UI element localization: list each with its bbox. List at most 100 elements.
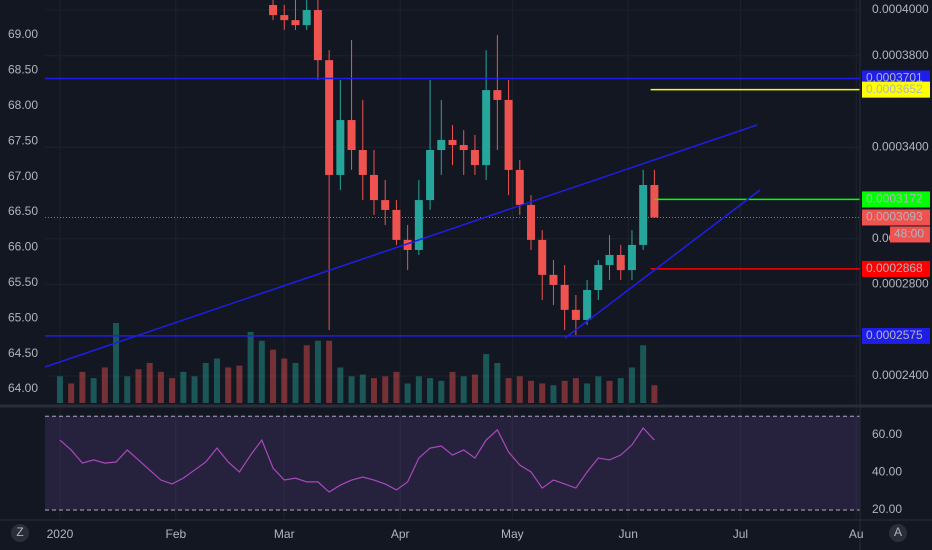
volume-bar bbox=[90, 378, 97, 403]
candle-body bbox=[515, 169, 524, 205]
y2-tick-label: 67.50 bbox=[8, 133, 38, 147]
volume-bar bbox=[359, 374, 366, 403]
volume-bar bbox=[606, 380, 613, 403]
volume-bar bbox=[56, 376, 63, 403]
candle-body bbox=[291, 20, 300, 26]
y2-tick-label: 68.00 bbox=[8, 98, 38, 112]
candle-body bbox=[269, 5, 278, 16]
volume-bar bbox=[628, 367, 635, 403]
candle-body bbox=[538, 239, 547, 275]
zoom-icon[interactable]: Z bbox=[16, 525, 23, 539]
candle-body bbox=[493, 90, 502, 100]
y2-tick-label: 64.00 bbox=[8, 381, 38, 395]
x-tick-label: Feb bbox=[166, 527, 187, 541]
volume-bar bbox=[460, 376, 467, 403]
volume-bar bbox=[370, 378, 377, 403]
candle-body bbox=[392, 209, 401, 240]
volume-bar bbox=[225, 367, 232, 403]
candle-body bbox=[504, 99, 513, 170]
candle-body bbox=[381, 200, 390, 210]
volume-bar bbox=[270, 349, 277, 403]
volume-bar bbox=[483, 354, 490, 403]
x-tick-label: Jun bbox=[619, 527, 638, 541]
volume-bar bbox=[584, 383, 591, 403]
volume-bar bbox=[382, 376, 389, 403]
volume-bar bbox=[539, 383, 546, 403]
candle-body bbox=[280, 15, 289, 21]
volume-bar bbox=[146, 363, 153, 403]
volume-bar bbox=[135, 369, 142, 403]
price-tag-label: 0.0002868 bbox=[866, 261, 923, 275]
x-tick-label: Apr bbox=[391, 527, 410, 541]
x-tick-label: May bbox=[501, 527, 524, 541]
candle-body bbox=[594, 265, 603, 290]
rsi-tick-label: 40.00 bbox=[872, 465, 902, 479]
y2-tick-label: 65.50 bbox=[8, 275, 38, 289]
y-tick-label: 0.0002800 bbox=[872, 277, 929, 291]
volume-bar bbox=[595, 376, 602, 403]
countdown-tag bbox=[890, 226, 930, 243]
volume-bar bbox=[494, 363, 501, 403]
price-tag bbox=[862, 191, 930, 208]
volume-bar bbox=[617, 378, 624, 403]
volume-bar bbox=[438, 380, 445, 403]
volume-bar bbox=[404, 383, 411, 403]
volume-bar bbox=[640, 345, 647, 403]
x-tick-label: Au bbox=[849, 527, 864, 541]
candle-body bbox=[482, 90, 491, 166]
candle-body bbox=[369, 174, 378, 201]
volume-bar bbox=[516, 376, 523, 403]
x-tick-label: Jul bbox=[733, 527, 748, 541]
y2-tick-label: 67.00 bbox=[8, 169, 38, 183]
volume-bar bbox=[471, 374, 478, 403]
auto-scale-icon[interactable]: A bbox=[894, 525, 902, 539]
volume-bar bbox=[505, 378, 512, 403]
candle-body bbox=[571, 309, 580, 320]
price-tag-label: 0.0003093 bbox=[866, 210, 923, 224]
trend-line bbox=[564, 189, 761, 339]
zoom-button[interactable] bbox=[11, 524, 29, 542]
volume-bar bbox=[303, 345, 310, 403]
y2-tick-label: 65.00 bbox=[8, 310, 38, 324]
volume-bar bbox=[169, 378, 176, 403]
candle-body bbox=[313, 10, 322, 61]
rsi-line bbox=[59, 427, 655, 493]
candle-body bbox=[605, 254, 614, 266]
volume-bar bbox=[550, 385, 557, 403]
volume-bar bbox=[191, 376, 198, 403]
y2-tick-label: 69.00 bbox=[8, 27, 38, 41]
volume-bar bbox=[651, 385, 658, 403]
volume-bar bbox=[213, 358, 220, 403]
price-tag bbox=[862, 260, 930, 277]
candle-body bbox=[448, 139, 457, 145]
volume-bar bbox=[326, 340, 333, 403]
price-tag-label: 0.0003172 bbox=[866, 192, 923, 206]
trend-line bbox=[44, 124, 758, 368]
candle-body bbox=[627, 244, 636, 271]
price-tag bbox=[862, 81, 930, 98]
candle-body bbox=[426, 150, 435, 201]
price-tag bbox=[862, 327, 930, 344]
rsi-band bbox=[45, 416, 860, 511]
candle-body bbox=[560, 284, 569, 310]
price-tag-label: 0.0003701 bbox=[866, 71, 923, 85]
candle-body bbox=[549, 274, 558, 285]
price-tag-label: 0.0002575 bbox=[866, 328, 923, 342]
rsi-tick-label: 20.00 bbox=[872, 502, 902, 516]
volume-bar bbox=[427, 378, 434, 403]
x-tick-label: 2020 bbox=[47, 527, 74, 541]
volume-bar bbox=[337, 367, 344, 403]
candle-body bbox=[403, 239, 412, 250]
auto-scale-button[interactable] bbox=[889, 524, 907, 542]
y-tick-label: 0.0003400 bbox=[872, 139, 929, 153]
candle-body bbox=[437, 139, 446, 151]
volume-bar bbox=[415, 376, 422, 403]
candle-body bbox=[650, 185, 659, 218]
candle-body bbox=[358, 150, 367, 175]
volume-bar bbox=[393, 371, 400, 403]
volume-bar bbox=[124, 376, 131, 403]
volume-bar bbox=[561, 380, 568, 403]
candle-body bbox=[470, 150, 479, 166]
y2-tick-label: 66.50 bbox=[8, 204, 38, 218]
